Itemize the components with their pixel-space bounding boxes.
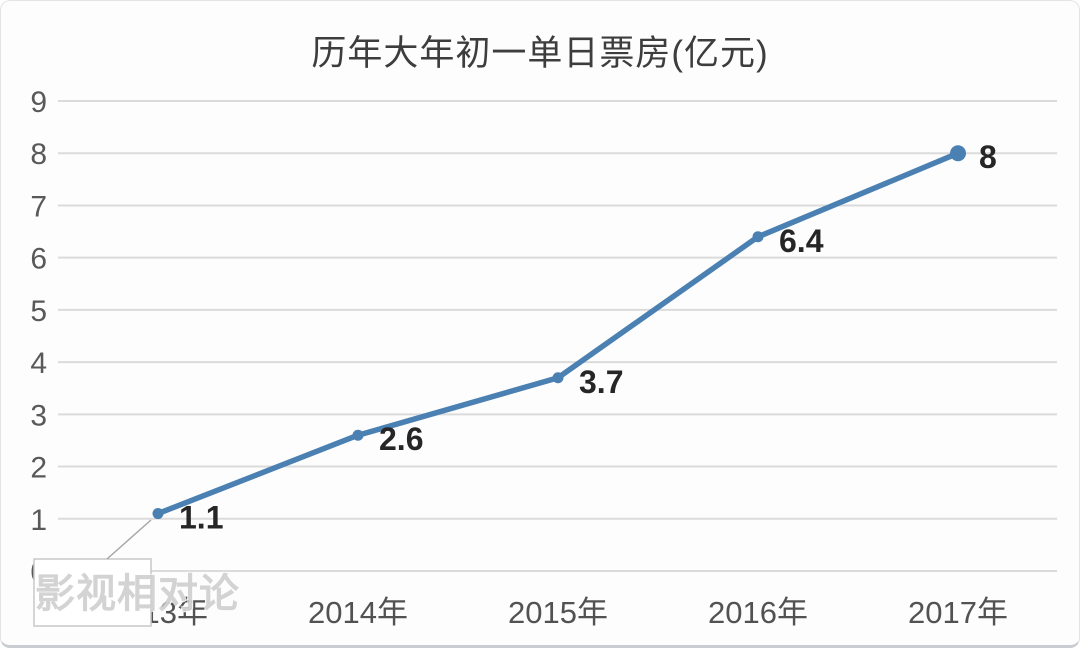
y-tick-label: 4: [30, 347, 47, 380]
y-tick-label: 6: [30, 243, 47, 276]
y-tick-label: 8: [30, 138, 47, 171]
data-label: 8: [979, 139, 997, 175]
empty-callout-box: [33, 558, 152, 627]
data-point-marker: [752, 231, 764, 243]
data-label: 6.4: [779, 223, 824, 259]
data-point-marker: [152, 508, 164, 520]
data-point-marker: [352, 429, 364, 441]
x-tick-label: 2015年: [508, 595, 608, 630]
series-line: [155, 150, 961, 517]
y-tick-label: 7: [30, 190, 47, 223]
y-tick-label: 5: [30, 295, 47, 328]
data-label: 3.7: [579, 364, 623, 400]
x-tick-label: 2016年: [708, 595, 808, 630]
leader-line: [106, 519, 152, 560]
y-tick-label: 9: [30, 86, 47, 119]
x-tick-label: 2014年: [308, 595, 408, 630]
data-label: 2.6: [379, 421, 423, 457]
data-point-marker: [950, 145, 966, 162]
y-tick-label: 1: [30, 504, 47, 537]
y-tick-label: 2: [30, 452, 47, 485]
data-point-marker: [552, 372, 564, 384]
watermark: 影视相对论: [35, 572, 240, 616]
data-label: 1.1: [179, 500, 223, 536]
y-tick-label: 3: [30, 399, 47, 432]
chart-title: 历年大年初一单日票房(亿元): [311, 34, 769, 73]
x-tick-label: 2017年: [908, 595, 1008, 630]
